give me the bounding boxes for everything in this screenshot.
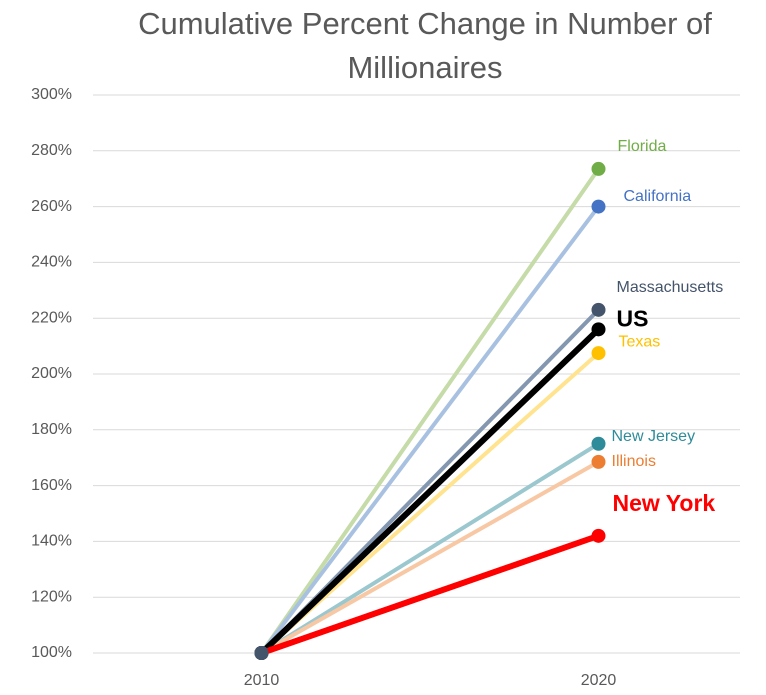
series-line [259,459,601,655]
series-marker [591,346,606,361]
series-line [258,532,602,656]
series-label: New Jersey [612,428,696,445]
series-label: Massachusetts [617,279,724,296]
y-tick-label: 220% [31,309,72,326]
series-marker [591,528,606,543]
y-tick-label: 260% [31,198,72,215]
y-tick-label: 100% [31,644,72,661]
y-tick-label: 240% [31,254,72,271]
series-marker [591,322,606,337]
y-tick-label: 280% [31,142,72,159]
series-marker [591,302,606,317]
series-label: Illinois [612,453,656,470]
series-label: Florida [618,138,667,155]
y-tick-label: 160% [31,477,72,494]
x-tick-label: 2020 [581,672,617,689]
series-line [258,326,602,656]
series-label: New York [613,490,716,516]
y-tick-label: 300% [31,86,72,103]
series-marker [591,161,606,176]
y-tick-label: 140% [31,533,72,550]
series-label: California [624,188,692,205]
y-tick-label: 200% [31,365,72,382]
series-marker [591,436,606,451]
series-label: Texas [619,333,661,350]
chart-title: Cumulative Percent Change in Number of M… [138,6,712,85]
series-line [259,441,601,655]
y-tick-label: 180% [31,421,72,438]
series-label: US [617,305,649,331]
y-tick-label: 120% [31,588,72,605]
x-tick-label: 2010 [244,672,280,689]
series-marker [591,199,606,214]
series-line [259,166,601,655]
series-marker [254,646,269,660]
series-marker [591,454,606,469]
series-line [259,204,601,655]
